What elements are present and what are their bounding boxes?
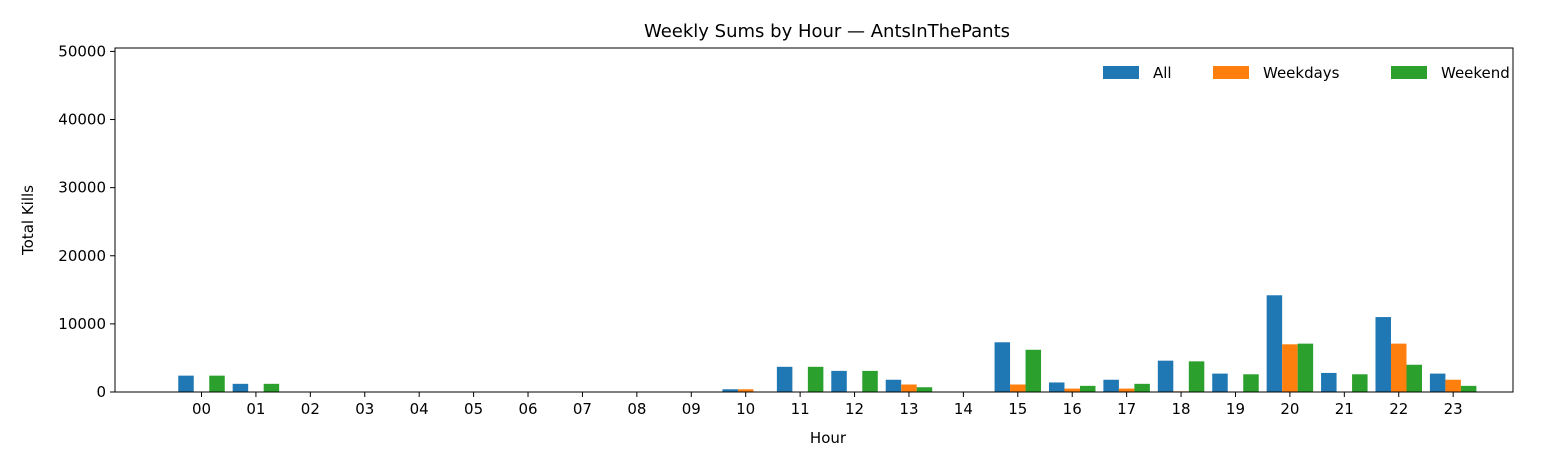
chart-title: Weekly Sums by Hour — AntsInThePants xyxy=(644,21,1010,42)
bar-weekend-01 xyxy=(263,383,280,392)
x-tick-label: 10 xyxy=(736,400,755,418)
legend: All Weekdays Weekend xyxy=(1103,64,1510,82)
y-tick-label: 50000 xyxy=(58,42,106,60)
x-tick-label: 15 xyxy=(1008,400,1027,418)
y-tick-label: 40000 xyxy=(58,111,106,129)
bar-all-13 xyxy=(885,379,902,392)
bar-weekend-21 xyxy=(1352,374,1368,392)
bar-weekend-20 xyxy=(1297,343,1314,392)
x-tick-label: 00 xyxy=(192,400,211,418)
bar-weekend-22 xyxy=(1406,364,1422,392)
bar-all-19 xyxy=(1212,373,1228,392)
y-tick-label: 20000 xyxy=(58,247,106,265)
x-tick-label: 13 xyxy=(899,400,918,418)
y-tick-label: 10000 xyxy=(58,315,106,333)
bar-all-22 xyxy=(1375,317,1391,392)
x-tick-label: 12 xyxy=(845,400,864,418)
y-tick-label: 30000 xyxy=(58,179,106,197)
x-tick-label: 20 xyxy=(1280,400,1299,418)
bar-weekend-18 xyxy=(1188,361,1205,392)
bar-weekdays-15 xyxy=(1010,384,1026,392)
bar-all-10 xyxy=(722,389,738,392)
bar-all-01 xyxy=(232,383,249,392)
bar-weekdays-13 xyxy=(901,384,917,392)
x-tick-label: 03 xyxy=(355,400,374,418)
bar-all-20 xyxy=(1266,295,1283,392)
x-tick-label: 23 xyxy=(1444,400,1463,418)
bar-all-21 xyxy=(1321,372,1337,392)
x-tick-label: 01 xyxy=(246,400,265,418)
x-tick-label: 21 xyxy=(1335,400,1354,418)
bar-all-12 xyxy=(831,370,847,392)
bar-weekdays-10 xyxy=(737,389,754,392)
bar-weekend-17 xyxy=(1134,383,1150,392)
x-tick-label: 18 xyxy=(1172,400,1191,418)
bar-all-23 xyxy=(1429,373,1446,392)
bar-all-15 xyxy=(994,342,1011,392)
bar-weekend-00 xyxy=(209,375,225,392)
plot-frame xyxy=(114,47,1514,393)
bar-weekend-15 xyxy=(1025,349,1042,392)
legend-swatch-all xyxy=(1103,66,1139,79)
bar-all-16 xyxy=(1048,382,1065,392)
legend-swatch-weekend xyxy=(1391,66,1427,79)
x-tick-label: 14 xyxy=(954,400,973,418)
bar-all-18 xyxy=(1157,360,1174,392)
bar-weekend-19 xyxy=(1243,374,1259,392)
x-tick-label: 09 xyxy=(682,400,701,418)
x-tick-label: 17 xyxy=(1117,400,1136,418)
bar-all-00 xyxy=(178,375,194,392)
bar-weekdays-23 xyxy=(1445,379,1461,392)
bar-all-17 xyxy=(1103,379,1119,392)
bar-weekend-23 xyxy=(1460,385,1477,392)
x-tick-label: 05 xyxy=(464,400,483,418)
legend-swatch-weekdays xyxy=(1213,66,1249,79)
x-tick-label: 02 xyxy=(301,400,320,418)
legend-label-weekdays: Weekdays xyxy=(1263,64,1340,82)
x-tick-label: 11 xyxy=(791,400,810,418)
x-tick-label: 08 xyxy=(627,400,646,418)
y-axis-ticks: 0 10000 20000 30000 40000 50000 xyxy=(58,42,115,401)
bar-weekend-11 xyxy=(807,366,824,392)
bars-layer xyxy=(178,295,1477,392)
x-tick-label: 19 xyxy=(1226,400,1245,418)
legend-label-all: All xyxy=(1153,64,1172,82)
legend-label-weekend: Weekend xyxy=(1441,64,1510,82)
bar-weekend-13 xyxy=(916,387,933,392)
x-axis-ticks: 00 01 02 03 04 05 06 07 08 09 10 11 12 13 14 15 16 17 18 19… xyxy=(192,392,1463,418)
x-tick-label: 04 xyxy=(410,400,429,418)
x-tick-label: 07 xyxy=(573,400,592,418)
bar-weekend-16 xyxy=(1079,385,1096,392)
bar-weekdays-22 xyxy=(1390,343,1407,392)
x-tick-label: 06 xyxy=(518,400,537,418)
y-tick-label: 0 xyxy=(96,383,106,401)
bar-weekdays-17 xyxy=(1118,388,1135,392)
bar-weekend-12 xyxy=(862,370,878,392)
bar-all-11 xyxy=(776,366,793,392)
x-tick-label: 22 xyxy=(1389,400,1408,418)
y-axis-label: Total Kills xyxy=(19,185,37,256)
bar-weekdays-16 xyxy=(1064,388,1080,392)
x-axis-label: Hour xyxy=(810,429,847,447)
bar-weekdays-20 xyxy=(1282,344,1298,392)
x-tick-label: 16 xyxy=(1063,400,1082,418)
